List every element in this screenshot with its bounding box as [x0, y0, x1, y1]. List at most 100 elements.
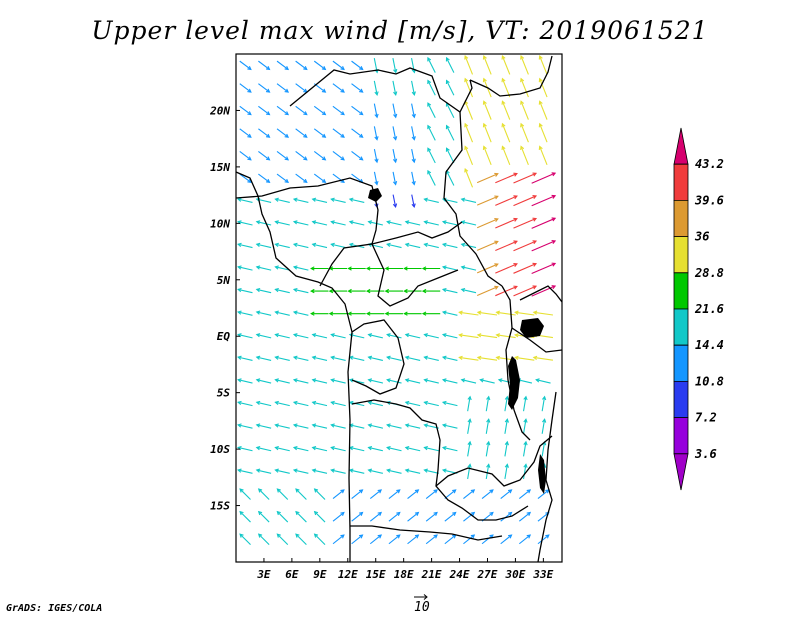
- wind-vector: [386, 423, 402, 429]
- wind-vector: [531, 217, 557, 229]
- wind-vector: [476, 172, 499, 184]
- wind-vector: [479, 378, 495, 384]
- wind-vector: [311, 445, 328, 452]
- wind-vector: [295, 128, 308, 138]
- wind-vector: [292, 423, 309, 429]
- x-tick-label: 24E: [449, 568, 470, 581]
- colorbar-label: 39.6: [694, 193, 724, 207]
- wind-vector: [274, 423, 290, 429]
- x-tick-label: 27E: [477, 568, 498, 581]
- wind-vector: [441, 333, 458, 339]
- wind-vector: [313, 510, 326, 523]
- wind-vector: [441, 355, 458, 361]
- wind-vector: [237, 197, 253, 203]
- x-tick-label: 12E: [338, 568, 358, 581]
- wind-vector: [276, 173, 290, 184]
- wind-vector: [274, 287, 290, 294]
- wind-vector: [369, 511, 383, 522]
- wind-vector: [237, 287, 253, 294]
- colorbar-label: 28.8: [694, 266, 724, 280]
- wind-vector: [444, 489, 457, 500]
- wind-vector: [531, 172, 557, 184]
- wind-vector: [347, 311, 366, 316]
- wind-vector: [495, 195, 518, 206]
- wind-vector: [518, 511, 532, 522]
- wind-vector: [328, 311, 348, 316]
- wind-vector: [460, 220, 477, 226]
- wind-vector: [441, 287, 458, 294]
- colorbar-segment: [673, 453, 689, 491]
- colorbar-label: 21.6: [694, 302, 724, 316]
- wind-vector: [538, 100, 548, 120]
- wind-vector: [367, 333, 384, 339]
- wind-vector: [255, 355, 272, 361]
- wind-vector-field: [237, 55, 557, 546]
- wind-vector: [392, 80, 398, 96]
- wind-vector: [255, 400, 272, 407]
- colorbar-label: 3.6: [694, 447, 717, 461]
- wind-vector: [520, 145, 529, 165]
- wind-vector: [445, 124, 455, 141]
- border-car-chad: [371, 221, 463, 245]
- border-north-sahara: [289, 67, 473, 113]
- wind-vector: [274, 333, 290, 339]
- wind-vector: [257, 488, 270, 500]
- wind-vector: [501, 55, 511, 75]
- wind-vector: [411, 126, 416, 141]
- wind-vector: [258, 173, 271, 184]
- wind-vector: [404, 423, 421, 429]
- wind-vector: [482, 100, 492, 120]
- wind-vector: [445, 79, 455, 96]
- wind-vector: [441, 423, 458, 429]
- wind-vector: [520, 100, 529, 120]
- wind-vector: [392, 126, 398, 141]
- wind-vector: [274, 220, 290, 226]
- wind-vector: [332, 83, 345, 93]
- wind-vector: [365, 311, 385, 316]
- wind-vector: [386, 220, 402, 226]
- wind-vector: [464, 77, 474, 98]
- wind-vector: [276, 150, 290, 161]
- wind-vector: [458, 355, 479, 361]
- wind-vector: [255, 242, 272, 249]
- wind-vector: [313, 488, 326, 500]
- wind-vector: [292, 378, 309, 384]
- wind-vector: [404, 333, 421, 339]
- wind-vector: [239, 83, 252, 93]
- wind-vector: [423, 400, 439, 407]
- x-axis-labels: 3E 6E 9E 12E 15E 18E 21E 24E 27E 30E 33E: [256, 568, 553, 581]
- wind-vector: [313, 173, 327, 184]
- wind-vector: [463, 489, 476, 500]
- x-tick-label: 15E: [366, 568, 386, 581]
- wind-vector: [239, 60, 252, 71]
- wind-vector: [485, 418, 491, 434]
- wind-vector: [514, 355, 535, 361]
- wind-vector: [367, 220, 384, 226]
- colorbar-segment: [673, 200, 689, 237]
- wind-vector: [531, 194, 557, 207]
- reference-vector: [414, 594, 428, 600]
- wind-vector: [348, 355, 365, 361]
- wind-vector: [373, 171, 379, 186]
- wind-vector: [513, 217, 538, 229]
- wind-vector: [328, 266, 348, 271]
- wind-vector: [504, 395, 509, 412]
- map-frame: [235, 53, 563, 563]
- wind-vector: [258, 83, 271, 93]
- wind-vector: [411, 149, 416, 164]
- wind-vector: [485, 463, 491, 480]
- x-tick-label: 3E: [256, 568, 271, 581]
- wind-vector: [404, 242, 421, 249]
- wind-vector: [258, 150, 271, 161]
- wind-vector: [392, 194, 398, 209]
- wind-vector: [535, 378, 551, 384]
- wind-vector: [501, 77, 511, 98]
- border-cameroon: [319, 243, 459, 307]
- y-tick-label: 15N: [210, 161, 230, 174]
- wind-vector: [237, 220, 253, 226]
- country-borders: [236, 55, 562, 562]
- y-tick-label: EQ: [217, 330, 231, 343]
- wind-vector: [500, 534, 513, 545]
- wind-vector: [388, 511, 401, 522]
